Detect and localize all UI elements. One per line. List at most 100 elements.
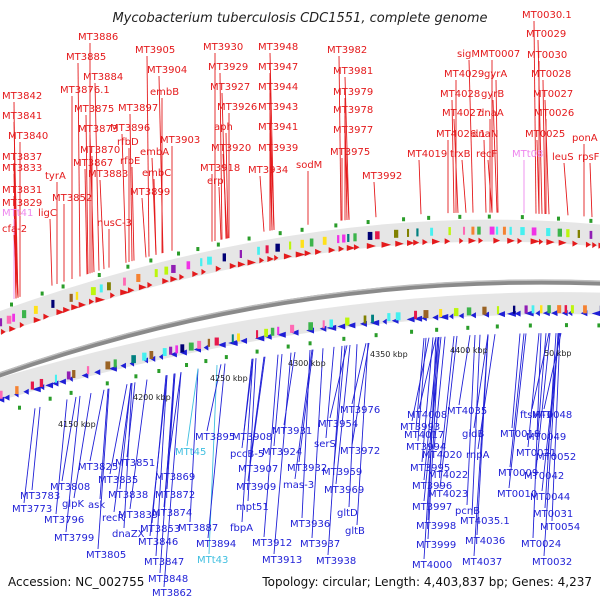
feature-block bbox=[512, 305, 516, 314]
forward-label-leader bbox=[269, 112, 275, 230]
reverse-gene-label: MT3799 bbox=[54, 533, 94, 544]
genome-backbone-highlight bbox=[0, 279, 600, 374]
reverse-gene-label: MT3838 bbox=[108, 490, 148, 501]
forward-label-leader bbox=[141, 197, 147, 258]
reverse-gene-label: MT3805 bbox=[86, 550, 126, 561]
forward-label-leader bbox=[225, 132, 229, 239]
reverse-gene-label: MT3995 bbox=[410, 463, 450, 474]
reverse-label-leader bbox=[109, 384, 128, 475]
reverse-label-leader bbox=[537, 333, 547, 432]
forward-gene-arrow bbox=[89, 298, 95, 305]
reverse-gene-label: MT3997 bbox=[412, 502, 452, 513]
forward-label-leader bbox=[468, 59, 474, 213]
feature-block bbox=[448, 227, 451, 236]
reverse-gene-label: MT3936 bbox=[290, 519, 330, 530]
forward-gene-label: MT3977 bbox=[333, 125, 373, 136]
feature-block bbox=[395, 312, 401, 321]
forward-gene-arrow bbox=[381, 241, 392, 248]
forward-gene-label: MT3896 bbox=[110, 123, 150, 134]
forward-gene-label: MT3831 bbox=[2, 185, 42, 196]
reverse-label-leader bbox=[186, 368, 199, 447]
reverse-gene-label: MTt45 bbox=[175, 447, 206, 458]
feature-block bbox=[256, 330, 259, 339]
forward-gene-arrow bbox=[237, 261, 246, 268]
forward-gene-label: embA bbox=[140, 147, 169, 158]
forward-label-leader bbox=[94, 82, 100, 271]
reverse-label-leader bbox=[55, 399, 68, 515]
forward-label-leader bbox=[453, 118, 459, 213]
forward-label-leader bbox=[131, 166, 135, 261]
reverse-gene-label: MT3976 bbox=[340, 405, 380, 416]
forward-gene-label: nusC-3 bbox=[97, 218, 132, 229]
motif-marker bbox=[224, 355, 228, 360]
feature-block bbox=[264, 328, 269, 337]
reverse-label-leader bbox=[423, 337, 439, 560]
forward-gene-label: MTt41 bbox=[2, 208, 33, 219]
reverse-gene-arrow bbox=[497, 311, 505, 318]
reverse-gene-arrow bbox=[179, 349, 187, 356]
motif-marker bbox=[18, 405, 21, 410]
reverse-gene-label: MT3835 bbox=[98, 475, 138, 486]
forward-label-leader bbox=[13, 234, 19, 298]
feature-block bbox=[566, 229, 570, 238]
reverse-gene-label: MT3907 bbox=[238, 464, 278, 475]
feature-block bbox=[180, 344, 185, 353]
forward-label-leader bbox=[492, 99, 498, 213]
reverse-gene-label: MT3773 bbox=[12, 504, 52, 515]
feature-block bbox=[169, 346, 173, 355]
forward-gene-arrow bbox=[407, 239, 415, 246]
reverse-label-leader bbox=[155, 375, 168, 557]
feature-block bbox=[406, 228, 410, 237]
reverse-label-leader bbox=[241, 358, 254, 449]
forward-gene-arrow bbox=[33, 316, 42, 323]
forward-gene-label: MT3978 bbox=[333, 105, 373, 116]
reverse-gene-label: MT3808 bbox=[50, 482, 90, 493]
feature-block bbox=[6, 315, 12, 324]
feature-block bbox=[337, 235, 340, 244]
reverse-gene-label: MT3937 bbox=[300, 539, 340, 550]
reverse-gene-label: MT4035.1 bbox=[460, 516, 510, 527]
reverse-gene-arrow bbox=[337, 323, 346, 330]
map-title: Mycobacterium tuberculosis CDC1551, comp… bbox=[112, 11, 487, 26]
reverse-label-leader bbox=[356, 342, 369, 526]
feature-block bbox=[489, 226, 495, 235]
forward-gene-label: MT3927 bbox=[210, 82, 250, 93]
reverse-label-leader bbox=[471, 334, 481, 516]
feature-block bbox=[113, 359, 117, 368]
motif-marker bbox=[300, 227, 304, 232]
feature-block bbox=[164, 266, 169, 275]
forward-gene-label: ponA bbox=[572, 133, 598, 144]
reverse-gene-arrow bbox=[458, 312, 464, 319]
forward-gene-label: MT3982 bbox=[327, 45, 367, 56]
reverse-gene-label: MT3954 bbox=[318, 419, 358, 430]
reverse-gene-label: pcnB bbox=[455, 506, 480, 517]
forward-gene-label: MT3867 bbox=[73, 158, 113, 169]
feature-block bbox=[300, 239, 304, 248]
reverse-label-leader bbox=[247, 358, 257, 502]
forward-gene-arrow bbox=[201, 268, 206, 275]
reverse-gene-arrow bbox=[535, 310, 540, 317]
forward-gene-arrow bbox=[315, 248, 322, 255]
feature-block bbox=[367, 231, 373, 240]
forward-gene-label: recF bbox=[476, 149, 498, 160]
forward-gene-arrow bbox=[19, 321, 25, 328]
motif-marker bbox=[177, 251, 181, 256]
feature-block bbox=[265, 245, 269, 254]
motif-marker bbox=[69, 390, 73, 395]
reverse-label-leader bbox=[311, 348, 324, 539]
reverse-gene-arrow bbox=[470, 312, 476, 319]
reverse-gene-label: MT3998 bbox=[416, 521, 456, 532]
reverse-gene-label: MT3969 bbox=[324, 485, 364, 496]
reverse-gene-arrow bbox=[217, 341, 226, 348]
feature-block bbox=[453, 308, 459, 317]
reverse-label-leader bbox=[241, 358, 254, 523]
forward-gene-labels: MT3886MT3885MT3884MT3876.1MT3875MT3873MT… bbox=[2, 10, 600, 235]
reverse-gene-arrow bbox=[277, 331, 286, 338]
reverse-gene-label: MT3825 bbox=[78, 462, 118, 473]
reverse-gene-label: MT3894 bbox=[196, 539, 236, 550]
feature-block bbox=[439, 308, 443, 317]
reverse-gene-arrow bbox=[551, 310, 558, 317]
reverse-gene-label: MT4020 bbox=[422, 450, 462, 461]
forward-gene-arrow bbox=[444, 238, 451, 245]
feature-block bbox=[175, 345, 179, 354]
